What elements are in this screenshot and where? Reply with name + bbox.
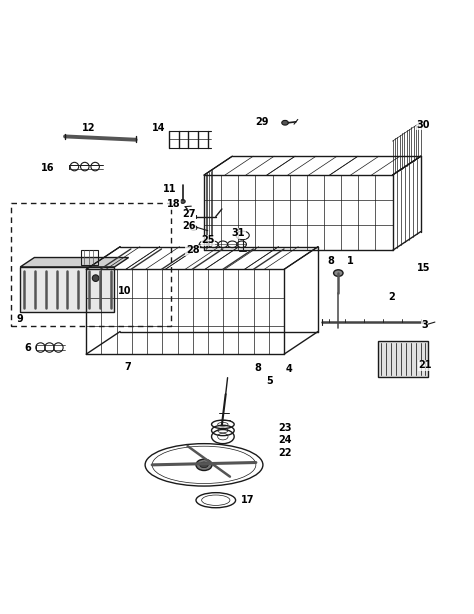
Text: 1: 1 bbox=[346, 256, 354, 266]
Text: 26: 26 bbox=[182, 221, 196, 231]
Text: 27: 27 bbox=[182, 209, 196, 219]
Text: 4: 4 bbox=[285, 364, 292, 374]
Text: 17: 17 bbox=[241, 495, 254, 505]
Ellipse shape bbox=[196, 459, 212, 470]
Text: 10: 10 bbox=[118, 286, 132, 295]
Text: 8: 8 bbox=[328, 256, 335, 266]
Bar bbox=[20, 267, 115, 312]
Text: 9: 9 bbox=[17, 314, 24, 324]
Bar bbox=[82, 249, 98, 265]
Text: 24: 24 bbox=[278, 435, 292, 445]
Text: 22: 22 bbox=[278, 448, 292, 458]
Text: 15: 15 bbox=[417, 263, 431, 273]
Text: 29: 29 bbox=[255, 117, 269, 127]
Text: 21: 21 bbox=[419, 360, 432, 370]
Ellipse shape bbox=[92, 275, 99, 281]
Ellipse shape bbox=[334, 270, 343, 276]
Ellipse shape bbox=[181, 200, 185, 203]
Text: 14: 14 bbox=[152, 123, 165, 133]
Text: 31: 31 bbox=[232, 228, 245, 238]
Text: 11: 11 bbox=[164, 184, 177, 194]
Text: 8: 8 bbox=[255, 363, 262, 373]
Text: 28: 28 bbox=[186, 246, 200, 255]
Polygon shape bbox=[20, 257, 128, 267]
Text: 18: 18 bbox=[167, 200, 181, 209]
Text: 30: 30 bbox=[417, 120, 430, 130]
Ellipse shape bbox=[282, 120, 288, 125]
Bar bbox=[378, 341, 428, 377]
Ellipse shape bbox=[200, 462, 208, 468]
Text: 6: 6 bbox=[24, 343, 31, 353]
Text: 2: 2 bbox=[388, 292, 395, 301]
Text: 5: 5 bbox=[266, 376, 273, 386]
Text: 3: 3 bbox=[421, 320, 428, 330]
Text: 12: 12 bbox=[82, 123, 96, 133]
Text: 7: 7 bbox=[124, 362, 131, 372]
Text: 23: 23 bbox=[278, 423, 292, 433]
Text: 16: 16 bbox=[41, 163, 55, 173]
Text: 25: 25 bbox=[201, 235, 215, 245]
